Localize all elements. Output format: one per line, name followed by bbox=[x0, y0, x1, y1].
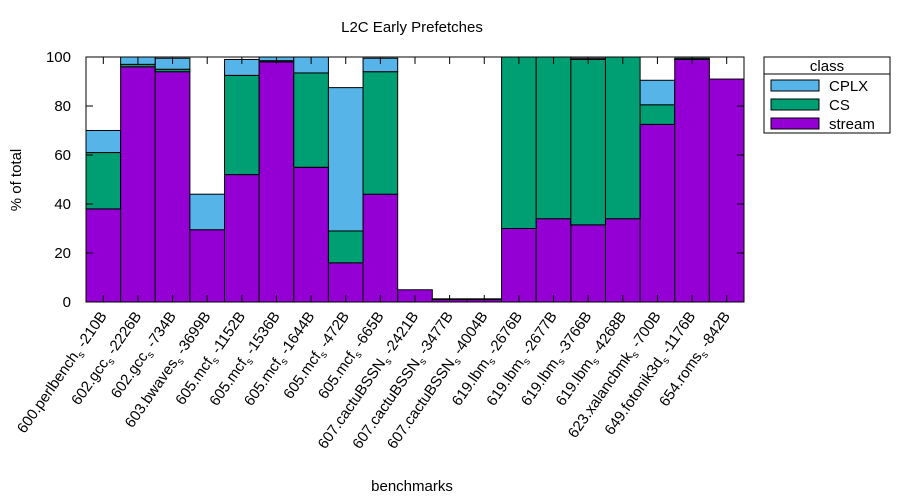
bar-stream-0 bbox=[85, 208, 122, 303]
legend-swatch-stream bbox=[770, 117, 820, 130]
bar-cplx-0 bbox=[85, 130, 122, 154]
bar-cs-7 bbox=[327, 230, 364, 264]
bar-cs-14 bbox=[570, 58, 606, 226]
y-tick-label-40: 40 bbox=[54, 196, 71, 213]
bar-cs-12 bbox=[501, 56, 537, 229]
x-axis-label: benchmarks bbox=[371, 478, 453, 495]
legend-label-cplx: CPLX bbox=[829, 78, 868, 95]
bar-stream-5 bbox=[258, 61, 295, 303]
bar-cs-15 bbox=[604, 56, 641, 220]
chart-title: L2C Early Prefetches bbox=[341, 19, 483, 36]
bar-stream-15 bbox=[604, 218, 641, 303]
bar-stream-3 bbox=[189, 229, 226, 303]
bar-stream-13 bbox=[535, 218, 572, 303]
legend: class CPLX CS stream bbox=[763, 56, 891, 134]
y-tick-label-60: 60 bbox=[54, 147, 71, 164]
y-tick-label-20: 20 bbox=[54, 245, 71, 262]
axes-group: 0 20 40 60 80 100 bbox=[46, 49, 745, 311]
bar-cs-6 bbox=[293, 72, 329, 168]
legend-swatch-cplx bbox=[770, 79, 820, 92]
bar-cs-4 bbox=[224, 74, 260, 176]
legend-title: class bbox=[810, 58, 844, 75]
bar-cs-16 bbox=[639, 104, 676, 125]
bar-stream-1 bbox=[120, 66, 156, 303]
y-axis-label: % of total bbox=[8, 149, 25, 212]
legend-label-cs: CS bbox=[829, 97, 850, 114]
y-tick-label-100: 100 bbox=[46, 49, 71, 66]
bar-cs-8 bbox=[362, 71, 399, 195]
bar-cplx-3 bbox=[189, 193, 226, 231]
bar-stream-8 bbox=[362, 193, 399, 303]
bar-cplx-16 bbox=[639, 79, 676, 106]
y-tick-label-80: 80 bbox=[54, 98, 71, 115]
bar-stream-16 bbox=[639, 123, 676, 303]
bar-cplx-7 bbox=[327, 87, 364, 232]
legend-swatch-cs bbox=[770, 98, 820, 111]
bar-stream-17 bbox=[674, 58, 710, 303]
bar-stream-12 bbox=[501, 228, 537, 303]
bar-stream-2 bbox=[154, 71, 191, 303]
y-tick-label-0: 0 bbox=[63, 294, 71, 311]
bar-stream-4 bbox=[224, 174, 260, 303]
bar-stream-6 bbox=[293, 166, 329, 303]
bar-cs-0 bbox=[85, 152, 122, 210]
bar-stream-18 bbox=[708, 78, 745, 303]
bar-stream-14 bbox=[570, 224, 606, 303]
legend-label-stream: stream bbox=[829, 116, 875, 133]
bars-group bbox=[85, 56, 745, 303]
bar-cs-13 bbox=[535, 56, 572, 220]
